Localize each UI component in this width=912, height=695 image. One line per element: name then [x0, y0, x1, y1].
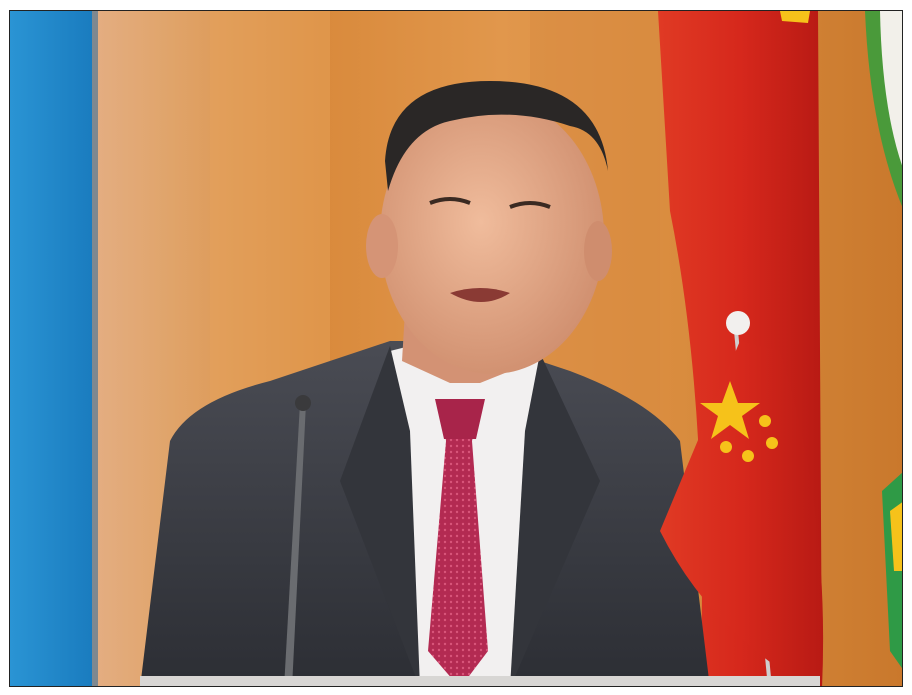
- emblem-inner: [880, 11, 902, 166]
- flag-small-star: [742, 450, 754, 462]
- podium-edge: [140, 676, 820, 686]
- left-ear: [366, 214, 398, 278]
- flag-star: [780, 11, 810, 23]
- microphone-icon: [295, 395, 311, 411]
- mouth: [450, 288, 510, 302]
- flag-edge: [92, 11, 98, 686]
- face: [380, 98, 604, 374]
- right-eye: [509, 201, 551, 209]
- photo-frame: [9, 10, 903, 687]
- corner-flag-stripe: [890, 502, 902, 571]
- flag-big-star: [700, 381, 760, 439]
- table-flag-finial: [726, 311, 750, 335]
- right-ear: [584, 221, 612, 281]
- table-flag: [660, 341, 824, 686]
- tie: [428, 403, 488, 686]
- flag-small-star: [766, 437, 778, 449]
- tie-knot: [435, 399, 485, 439]
- microphone-stand: [284, 403, 306, 686]
- right-lapel: [510, 353, 600, 686]
- photo: [10, 11, 902, 686]
- left-eye: [429, 197, 471, 205]
- flag-small-star: [720, 441, 732, 453]
- flag-small-star: [759, 415, 771, 427]
- left-lapel: [340, 346, 420, 686]
- hair: [385, 81, 608, 191]
- blue-flag: [10, 11, 92, 686]
